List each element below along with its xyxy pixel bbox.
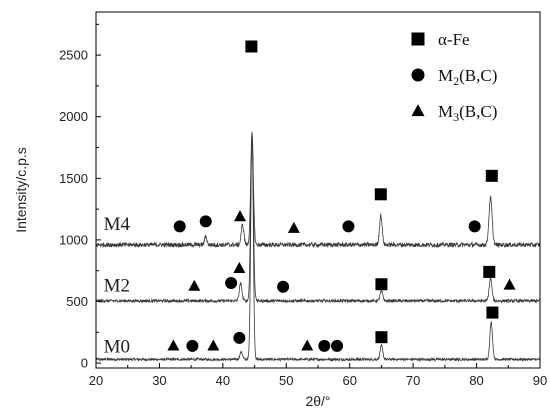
x-tick-label: 50 xyxy=(279,373,293,388)
legend-marker-circle xyxy=(411,68,425,82)
x-tick-label: 30 xyxy=(152,373,166,388)
legend-marker-triangle xyxy=(411,104,425,117)
y-tick-label: 1000 xyxy=(59,232,88,247)
series-line-m2 xyxy=(95,136,541,304)
series-label-m0: M0 xyxy=(104,337,130,358)
x-tick-label: 70 xyxy=(406,373,420,388)
peak-marker-triangle-m0 xyxy=(301,339,314,351)
x-tick-label: 60 xyxy=(342,373,356,388)
peak-marker-circle-m2 xyxy=(277,280,290,293)
peak-marker-circle-m0 xyxy=(318,339,331,352)
x-axis-title: 2θ/° xyxy=(305,393,330,409)
peak-marker-circle-m4 xyxy=(342,220,355,233)
peak-marker-triangle-m2 xyxy=(503,278,516,290)
peak-marker-triangle-m4 xyxy=(287,221,300,233)
peak-marker-square-m0 xyxy=(375,331,388,344)
peak-marker-square-m2 xyxy=(375,278,388,291)
y-tick-label: 0 xyxy=(81,356,88,371)
x-tick-label: 80 xyxy=(469,373,483,388)
x-tick-label: 40 xyxy=(216,373,230,388)
series-label-m4: M4 xyxy=(104,214,131,235)
peak-marker-triangle-m0 xyxy=(207,339,220,351)
x-tick-label: 20 xyxy=(89,373,103,388)
legend-marker-square xyxy=(411,32,425,46)
peak-marker-circle-m4 xyxy=(468,220,481,233)
peak-marker-circle-m2 xyxy=(225,277,238,290)
peak-marker-triangle-m2 xyxy=(188,279,201,291)
peak-marker-square-m0 xyxy=(486,306,499,319)
x-tick-label: 90 xyxy=(533,373,547,388)
peak-marker-circle-m4 xyxy=(173,220,186,233)
peak-marker-square-m2 xyxy=(483,265,496,278)
peak-marker-square-m4 xyxy=(245,40,258,53)
y-tick-label: 500 xyxy=(66,294,88,309)
y-tick-label: 1500 xyxy=(59,171,88,186)
peak-marker-circle-m0 xyxy=(186,339,199,352)
peak-marker-circle-m4 xyxy=(199,215,212,228)
y-tick-label: 2000 xyxy=(59,109,88,124)
legend-label: M3(B,C) xyxy=(438,102,497,124)
series-label-m2: M2 xyxy=(104,276,130,297)
legend-label: α-Fe xyxy=(438,30,470,49)
y-axis-title: Intensity/c.p.s xyxy=(13,147,29,233)
peak-marker-square-m4 xyxy=(485,169,498,182)
y-tick-label: 2500 xyxy=(59,48,88,63)
peak-marker-triangle-m0 xyxy=(167,339,180,351)
peak-marker-triangle-m4 xyxy=(233,210,246,222)
peak-marker-circle-m0 xyxy=(331,339,344,352)
peak-marker-triangle-m2 xyxy=(233,261,246,273)
series-line-m4 xyxy=(95,133,541,249)
legend-label: M2(B,C) xyxy=(438,66,497,88)
series-line-m0 xyxy=(95,131,541,363)
peak-marker-circle-m0 xyxy=(233,331,246,344)
peak-marker-square-m4 xyxy=(374,188,387,201)
